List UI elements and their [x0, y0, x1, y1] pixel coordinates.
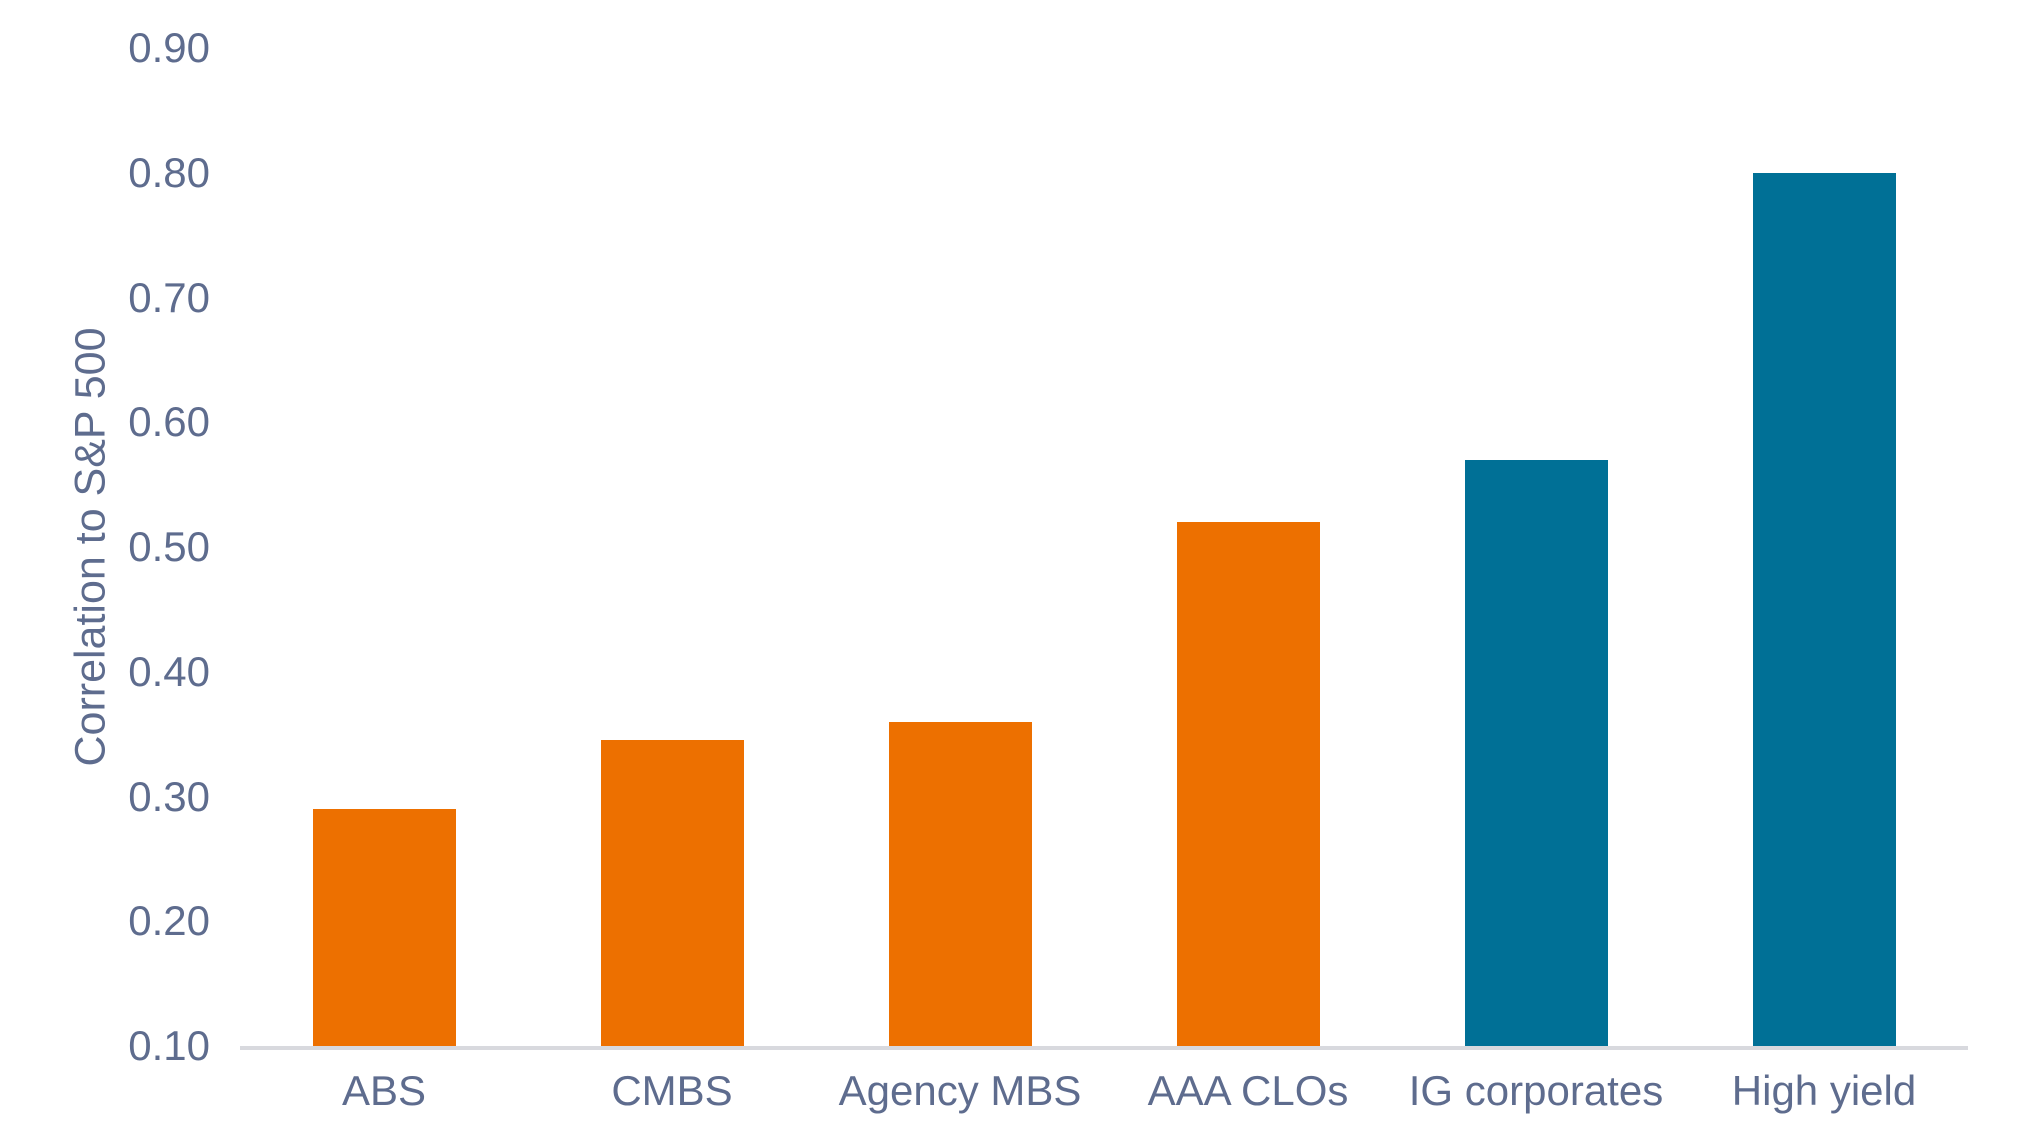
bar-aaa-clos: [1176, 522, 1320, 1046]
bar-abs: [312, 808, 456, 1046]
bar-agency-mbs: [888, 721, 1032, 1046]
bar-ig-corporates: [1464, 459, 1608, 1046]
y-tick-label: 0.50: [128, 523, 210, 570]
y-tick-label: 0.40: [128, 647, 210, 695]
y-tick-label: 0.10: [128, 1022, 210, 1069]
y-tick-label: 0.70: [128, 273, 210, 321]
x-category-label: IG corporates: [1408, 1067, 1664, 1114]
y-tick-label: 0.60: [128, 398, 210, 446]
x-category-label: AAA CLOs: [1147, 1067, 1349, 1114]
x-axis-line: [240, 1046, 1968, 1050]
x-category-label: ABS: [341, 1067, 427, 1114]
x-category-label: CMBS: [611, 1067, 733, 1114]
y-tick-label: 0.30: [128, 772, 210, 820]
bar-high-yield: [1752, 172, 1896, 1046]
y-tick-label: 0.80: [128, 148, 210, 196]
y-tick-label: 0.90: [128, 24, 210, 71]
y-tick-label: 0.20: [128, 897, 210, 945]
x-category-label: Agency MBS: [838, 1067, 1082, 1114]
bar-cmbs: [600, 740, 744, 1046]
x-category-label: High yield: [1731, 1067, 1917, 1114]
